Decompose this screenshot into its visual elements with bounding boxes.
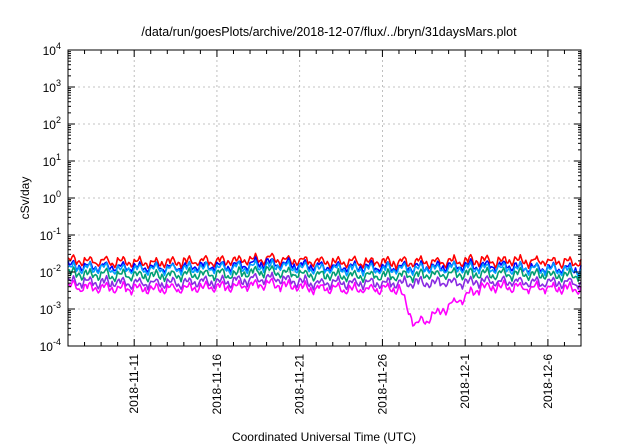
x-tick-label: 2018-11-21 bbox=[293, 354, 307, 415]
chart-title: /data/run/goesPlots/archive/2018-12-07/f… bbox=[141, 25, 517, 39]
y-tick-label: 100 bbox=[43, 189, 61, 206]
series-line bbox=[67, 277, 582, 327]
x-tick-label: 2018-12-6 bbox=[541, 354, 555, 409]
y-axis: 10-4 10-3 10-2 10-1 100 101 102 103 104 bbox=[40, 41, 581, 354]
series-line bbox=[67, 271, 582, 291]
x-tick-label: 2018-12-1 bbox=[458, 354, 472, 409]
y-tick-label: 101 bbox=[43, 152, 61, 169]
y-tick-label: 10-1 bbox=[40, 226, 61, 243]
y-tick-label: 10-2 bbox=[40, 263, 61, 280]
y-tick-label: 10-3 bbox=[40, 300, 61, 317]
series-line bbox=[67, 265, 582, 284]
x-tick-label: 2018-11-26 bbox=[375, 354, 389, 415]
series-line bbox=[67, 252, 582, 271]
y-tick-label: 102 bbox=[43, 115, 61, 132]
series-line bbox=[67, 258, 582, 278]
x-axis-label: Coordinated Universal Time (UTC) bbox=[232, 430, 416, 444]
y-tick-label: 10-4 bbox=[40, 337, 61, 354]
y-tick-label: 103 bbox=[43, 78, 61, 95]
series-layer bbox=[67, 252, 582, 327]
y-axis-label: cSv/day bbox=[18, 177, 32, 220]
grid-lines bbox=[68, 50, 581, 346]
x-tick-label: 2018-11-11 bbox=[127, 354, 141, 414]
x-tick-label: 2018-11-16 bbox=[210, 354, 224, 415]
y-tick-label: 104 bbox=[43, 41, 61, 58]
x-axis: 2018-11-11 2018-11-16 2018-11-21 2018-11-26… bbox=[84, 50, 565, 415]
